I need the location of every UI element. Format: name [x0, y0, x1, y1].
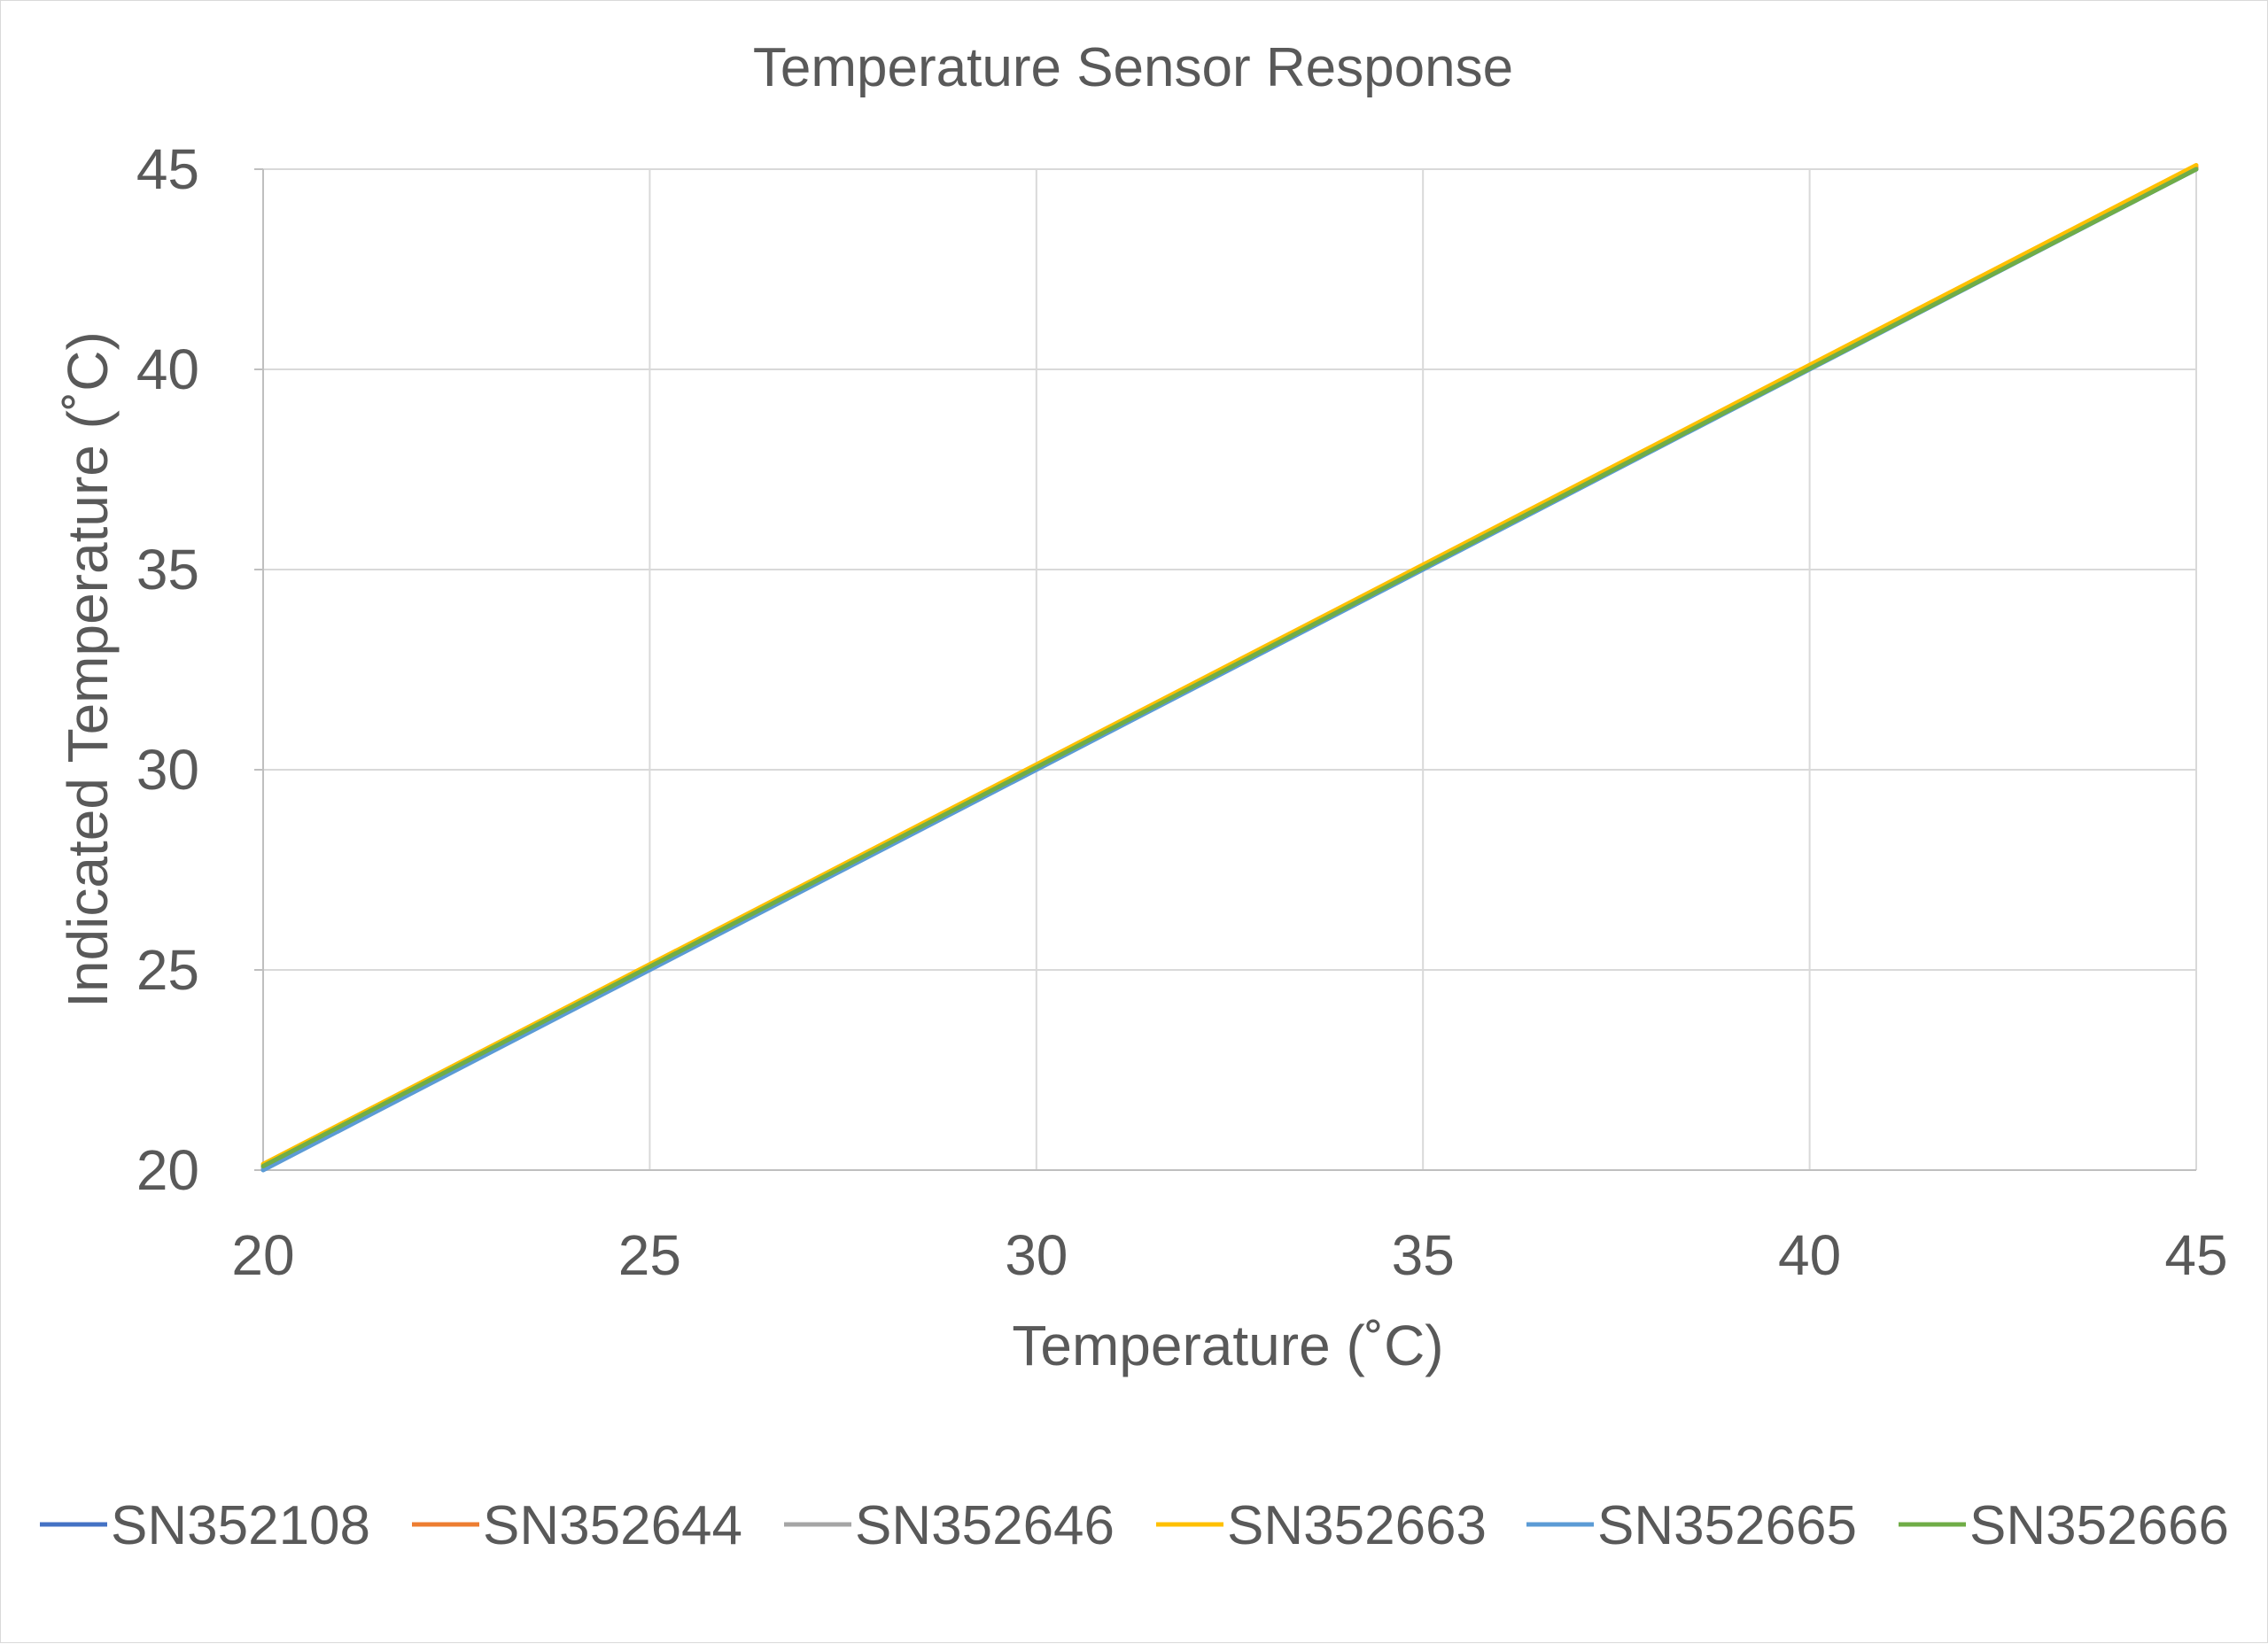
- tick-layer: 20 25 30 35 40 45 20 25 30 35 40 45: [136, 137, 2228, 1287]
- y-tick-label: 20: [136, 1138, 199, 1202]
- x-tick-label: 25: [618, 1223, 681, 1287]
- y-tick-label: 35: [136, 538, 199, 601]
- y-axis-title: Indicated Temperature (˚C): [56, 331, 120, 1008]
- legend-item-sn352646: SN352646: [784, 1495, 1115, 1556]
- series-layer: [260, 162, 2199, 1173]
- x-tick-label: 45: [2164, 1223, 2227, 1287]
- legend-label: SN352663: [1227, 1495, 1487, 1556]
- y-tick-label: 30: [136, 738, 199, 802]
- legend-item-sn352666: SN352666: [1899, 1495, 2229, 1556]
- x-tick-label: 20: [231, 1223, 294, 1287]
- y-tick-label: 40: [136, 337, 199, 401]
- legend-label: SN352646: [855, 1495, 1115, 1556]
- axis-layer: [254, 168, 2196, 1171]
- x-tick-label: 30: [1005, 1223, 1068, 1287]
- legend-item-sn352665: SN352665: [1526, 1495, 1857, 1556]
- y-tick-label: 25: [136, 938, 199, 1002]
- x-axis-title: Temperature (˚C): [1012, 1314, 1443, 1377]
- legend-label: SN352644: [483, 1495, 742, 1556]
- legend-label: SN352666: [1969, 1495, 2229, 1556]
- chart-title: Temperature Sensor Response: [753, 37, 1513, 98]
- legend: SN352108 SN352644 SN352646 SN352663 SN352665…: [40, 1495, 2229, 1556]
- legend-label: SN352108: [111, 1495, 370, 1556]
- x-tick-label: 35: [1392, 1223, 1455, 1287]
- legend-item-sn352108: SN352108: [40, 1495, 370, 1556]
- legend-item-sn352644: SN352644: [412, 1495, 742, 1556]
- x-tick-label: 40: [1778, 1223, 1841, 1287]
- series-line-sn352666: [260, 167, 2199, 1168]
- legend-item-sn352663: SN352663: [1156, 1495, 1487, 1556]
- y-tick-label: 45: [136, 137, 199, 201]
- legend-label: SN352665: [1597, 1495, 1857, 1556]
